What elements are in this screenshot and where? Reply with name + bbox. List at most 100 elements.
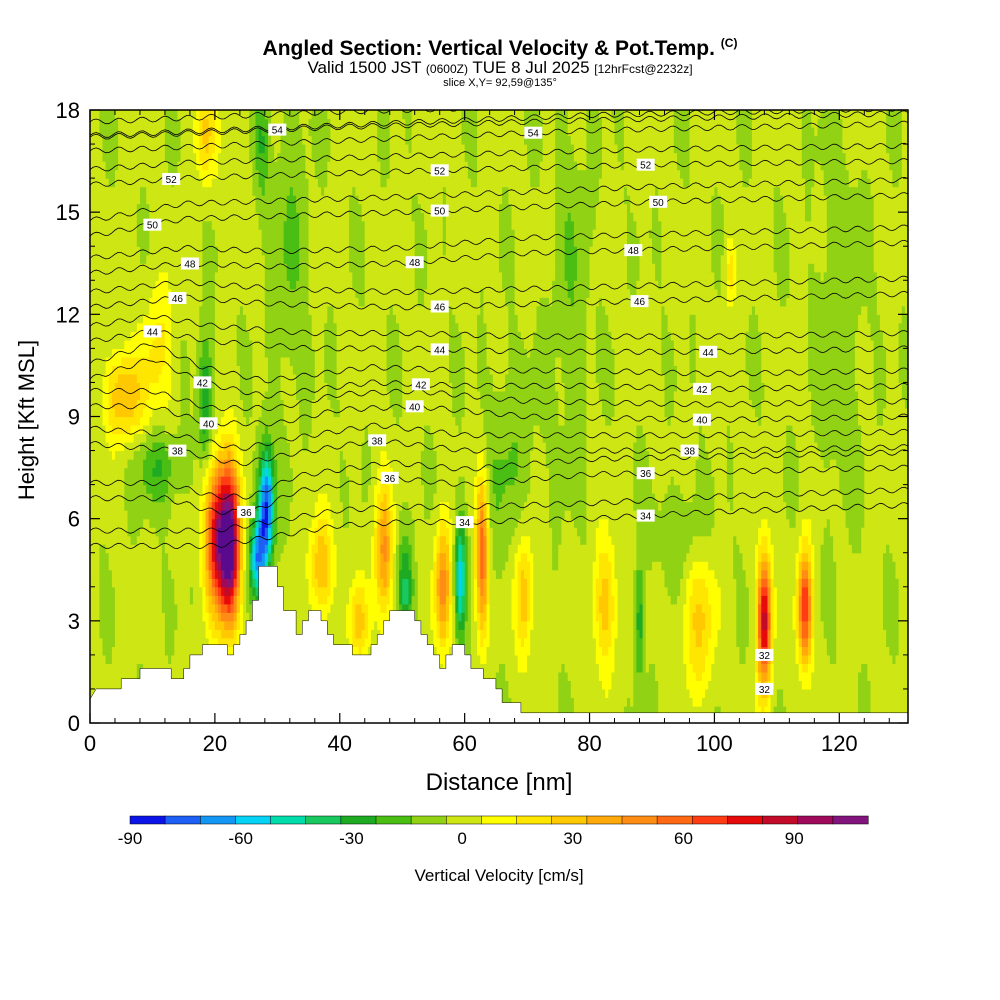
velocity-cell	[268, 203, 272, 213]
velocity-cell	[99, 663, 104, 673]
velocity-cell	[127, 382, 132, 392]
velocity-cell	[296, 305, 300, 315]
velocity-cell	[283, 110, 288, 120]
velocity-cell	[289, 297, 294, 307]
velocity-cell	[268, 229, 272, 239]
velocity-cell	[140, 288, 144, 298]
velocity-cell	[152, 288, 157, 298]
velocity-cell	[218, 408, 222, 418]
velocity-cell	[221, 110, 225, 120]
velocity-cell	[202, 331, 207, 341]
velocity-cell	[140, 586, 144, 596]
velocity-cell	[155, 280, 160, 290]
velocity-cell	[271, 382, 275, 392]
velocity-cell	[168, 416, 172, 426]
velocity-cell	[161, 501, 166, 511]
velocity-cell	[108, 339, 113, 349]
velocity-cell	[186, 459, 191, 469]
velocity-cell	[189, 569, 194, 579]
velocity-cell	[277, 178, 281, 188]
velocity-cell	[149, 118, 153, 128]
velocity-cell	[124, 433, 128, 443]
velocity-cell	[155, 246, 160, 256]
velocity-cell	[93, 178, 97, 188]
velocity-cell	[286, 569, 291, 579]
velocity-cell	[268, 527, 272, 537]
velocity-cell	[93, 373, 97, 383]
velocity-cell	[133, 144, 138, 154]
velocity-cell	[96, 680, 100, 690]
velocity-cell	[174, 263, 178, 273]
velocity-cell	[177, 356, 182, 366]
velocity-cell	[283, 280, 288, 290]
velocity-cell	[143, 305, 147, 315]
velocity-cell	[264, 433, 269, 443]
velocity-cell	[224, 637, 228, 647]
velocity-cell	[183, 510, 188, 520]
velocity-cell	[261, 493, 266, 503]
velocity-cell	[286, 305, 291, 315]
velocity-cell	[243, 382, 247, 392]
velocity-cell	[261, 356, 266, 366]
velocity-cell	[252, 246, 257, 256]
velocity-cell	[177, 110, 182, 120]
velocity-cell	[149, 501, 153, 511]
velocity-cell	[202, 297, 207, 307]
velocity-cell	[96, 442, 100, 452]
velocity-cell	[108, 161, 113, 171]
velocity-cell	[90, 425, 94, 435]
velocity-cell	[111, 399, 116, 409]
velocity-cell	[221, 127, 225, 137]
velocity-cell	[127, 595, 132, 605]
velocity-cell	[158, 339, 163, 349]
velocity-cell	[164, 518, 169, 528]
velocity-cell	[252, 297, 257, 307]
velocity-cell	[208, 144, 213, 154]
velocity-cell	[108, 552, 113, 562]
velocity-cell	[274, 271, 278, 281]
velocity-cell	[136, 535, 141, 545]
velocity-cell	[130, 578, 135, 588]
velocity-cell	[161, 373, 166, 383]
velocity-cell	[127, 331, 132, 341]
velocity-cell	[292, 331, 297, 341]
velocity-cell	[230, 595, 235, 605]
velocity-cell	[149, 169, 153, 179]
velocity-cell	[221, 118, 225, 128]
velocity-cell	[149, 518, 153, 528]
velocity-cell	[196, 450, 200, 460]
velocity-cell	[255, 501, 260, 511]
velocity-cell	[174, 671, 178, 681]
velocity-cell	[152, 527, 157, 537]
velocity-cell	[271, 203, 275, 213]
velocity-cell	[171, 535, 175, 545]
velocity-cell	[277, 399, 281, 409]
velocity-cell	[90, 297, 94, 307]
velocity-cell	[155, 254, 160, 264]
velocity-cell	[289, 212, 294, 222]
velocity-cell	[105, 373, 110, 383]
velocity-cell	[108, 484, 113, 494]
velocity-cell	[124, 280, 128, 290]
velocity-cell	[199, 110, 203, 120]
velocity-cell	[164, 356, 169, 366]
velocity-cell	[105, 220, 110, 230]
velocity-cell	[268, 382, 272, 392]
velocity-cell	[130, 288, 135, 298]
velocity-cell	[189, 110, 194, 120]
velocity-cell	[111, 646, 116, 656]
velocity-cell	[124, 408, 128, 418]
velocity-cell	[149, 212, 153, 222]
velocity-cell	[164, 578, 169, 588]
velocity-cell	[180, 654, 185, 664]
velocity-cell	[227, 305, 232, 315]
velocity-cell	[249, 544, 253, 554]
velocity-cell	[246, 237, 250, 247]
velocity-cell	[158, 237, 163, 247]
velocity-cell	[118, 408, 122, 418]
velocity-cell	[168, 654, 172, 664]
velocity-cell	[289, 595, 294, 605]
velocity-cell	[111, 595, 116, 605]
velocity-cell	[183, 280, 188, 290]
velocity-cell	[274, 110, 278, 120]
